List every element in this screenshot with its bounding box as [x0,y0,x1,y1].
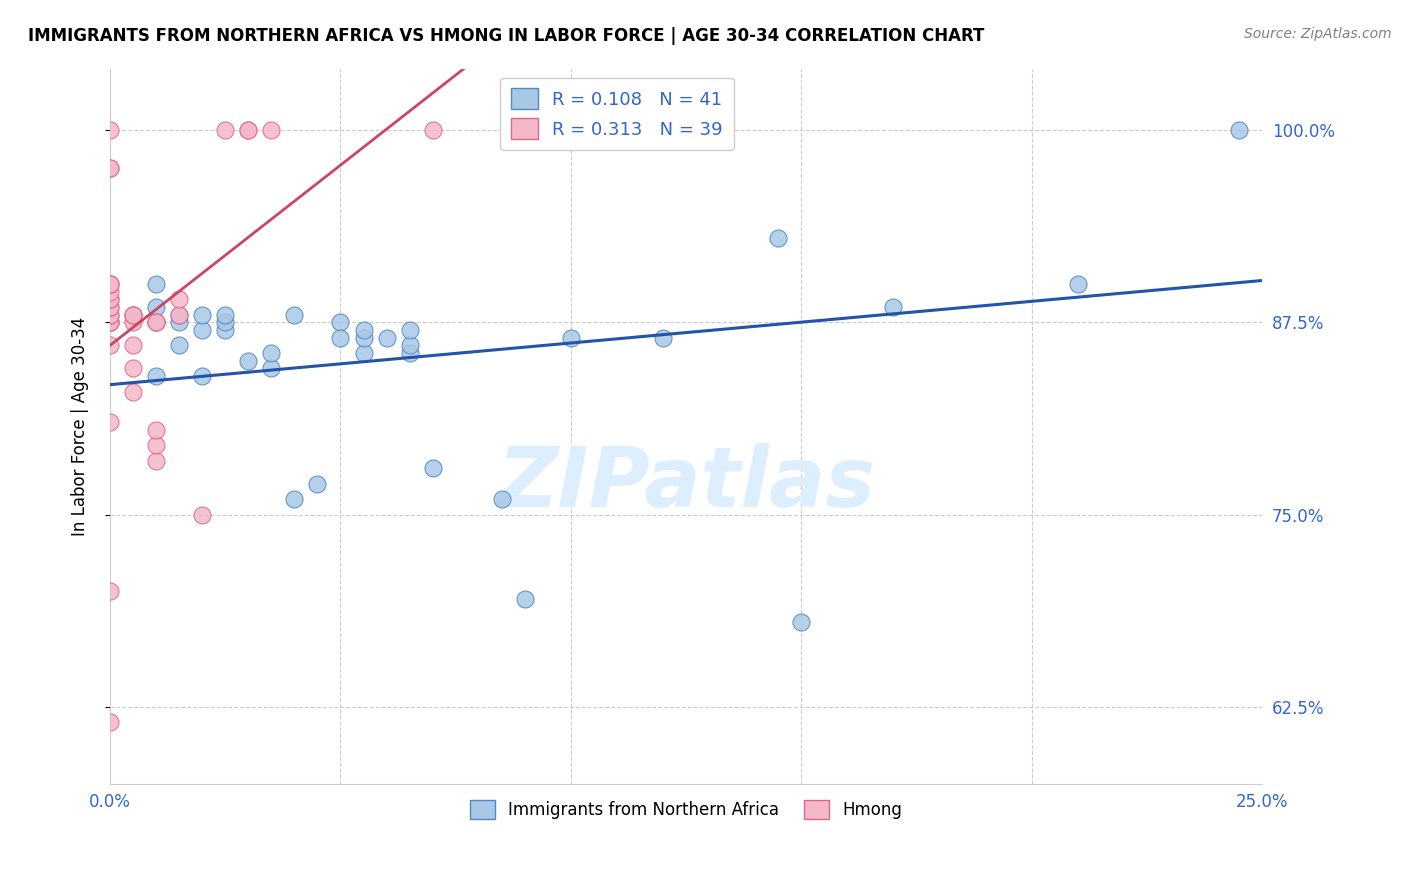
Point [145,454,167,468]
Point [191,323,214,337]
Text: ZIPatlas: ZIPatlas [498,442,875,524]
Text: IMMIGRANTS FROM NORTHERN AFRICA VS HMONG IN LABOR FORCE | AGE 30-34 CORRELATION : IMMIGRANTS FROM NORTHERN AFRICA VS HMONG… [28,27,984,45]
Point [766,230,789,244]
Point [167,292,190,306]
Point [122,308,145,322]
Point [98,161,121,176]
Point [191,369,214,384]
Point [98,285,121,299]
Point [329,315,352,329]
Y-axis label: In Labor Force | Age 30-34: In Labor Force | Age 30-34 [72,317,89,536]
Point [422,123,444,137]
Point [513,123,536,137]
Point [238,353,260,368]
Point [882,300,904,314]
Point [422,461,444,475]
Point [98,338,121,352]
Point [191,308,214,322]
Point [145,369,167,384]
Point [260,346,283,360]
Point [122,308,145,322]
Point [145,423,167,437]
Point [238,123,260,137]
Point [98,315,121,329]
Point [98,292,121,306]
Point [260,361,283,376]
Point [1227,123,1250,137]
Point [98,292,121,306]
Point [98,308,121,322]
Point [167,315,190,329]
Point [398,323,420,337]
Point [122,361,145,376]
Point [122,338,145,352]
Legend: Immigrants from Northern Africa, Hmong: Immigrants from Northern Africa, Hmong [463,793,910,825]
Point [375,331,398,345]
Point [790,615,813,630]
Point [167,308,190,322]
Point [98,277,121,291]
Point [398,338,420,352]
Point [307,476,329,491]
Point [214,323,236,337]
Point [122,308,145,322]
Point [652,331,675,345]
Point [98,715,121,730]
Point [122,384,145,399]
Point [214,315,236,329]
Point [98,792,121,806]
Point [491,492,513,507]
Point [145,315,167,329]
Point [98,123,121,137]
Point [398,346,420,360]
Point [260,123,283,137]
Point [98,161,121,176]
Point [329,331,352,345]
Point [98,277,121,291]
Point [145,438,167,452]
Point [283,492,305,507]
Point [214,123,236,137]
Point [167,308,190,322]
Text: Source: ZipAtlas.com: Source: ZipAtlas.com [1244,27,1392,41]
Point [98,300,121,314]
Point [513,592,536,607]
Point [167,338,190,352]
Point [353,323,375,337]
Point [98,584,121,599]
Point [98,315,121,329]
Point [98,415,121,429]
Point [353,346,375,360]
Point [98,308,121,322]
Point [1067,277,1090,291]
Point [98,300,121,314]
Point [145,315,167,329]
Point [191,508,214,522]
Point [122,315,145,329]
Point [98,315,121,329]
Point [560,331,582,345]
Point [145,277,167,291]
Point [353,331,375,345]
Point [145,300,167,314]
Point [145,315,167,329]
Point [283,308,305,322]
Point [98,277,121,291]
Point [214,308,236,322]
Point [238,123,260,137]
